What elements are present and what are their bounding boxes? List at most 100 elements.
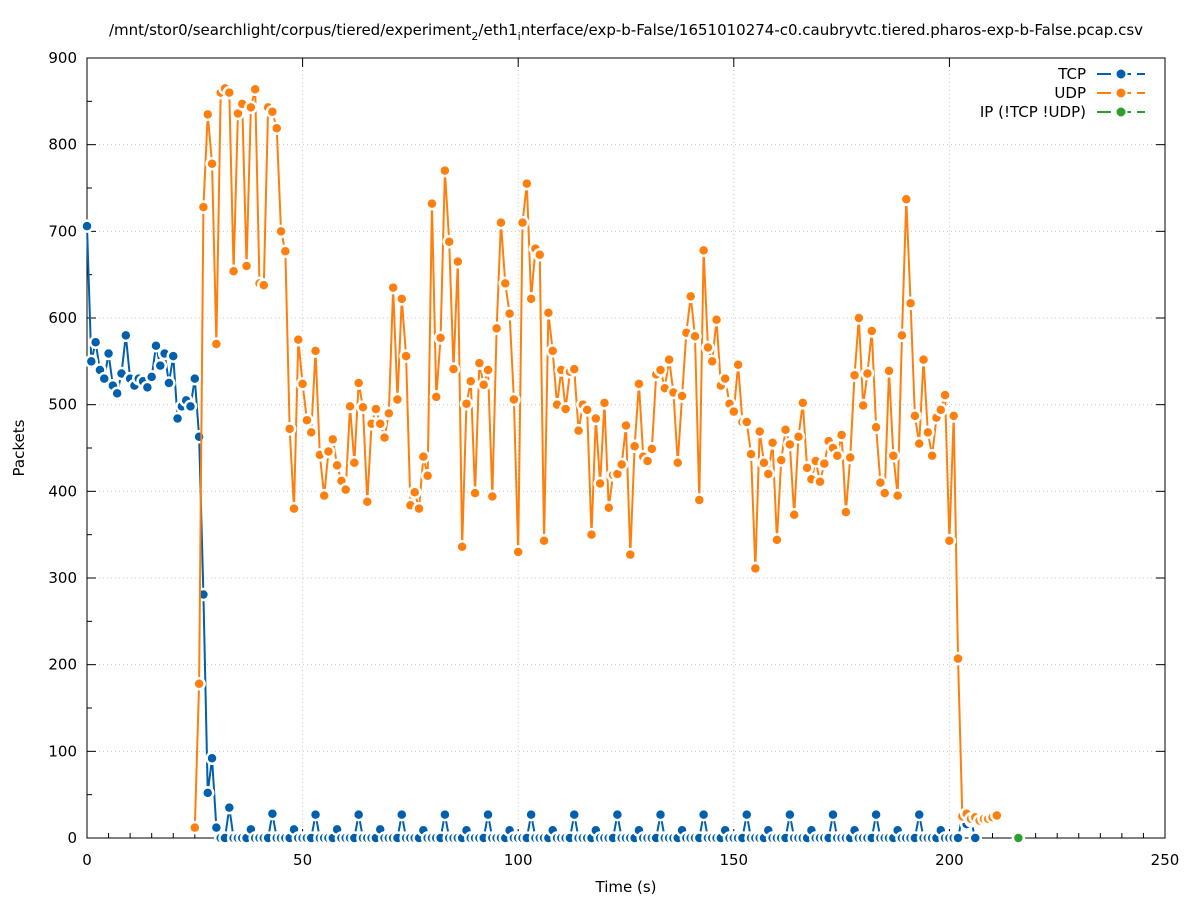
data-point-udp: [468, 486, 482, 500]
data-point-udp: [757, 455, 771, 470]
data-point-tcp: [144, 370, 159, 384]
data-point-tcp: [183, 399, 198, 414]
data-point-udp: [330, 458, 344, 473]
data-point-udp: [278, 244, 293, 259]
data-point-udp: [830, 449, 845, 463]
data-point-udp: [343, 399, 357, 414]
data-point-udp: [890, 488, 905, 503]
data-point-udp: [265, 104, 280, 119]
data-point-tcp: [826, 807, 840, 822]
data-point-udp: [895, 328, 909, 343]
data-point-udp: [908, 409, 922, 423]
data-point-udp: [351, 376, 366, 390]
data-point-tcp: [610, 807, 625, 822]
data-point-udp: [834, 428, 849, 442]
legend-label-udp: UDP: [1054, 84, 1086, 102]
data-point-udp: [925, 449, 939, 463]
data-point-udp: [476, 377, 491, 392]
data-point-udp: [377, 430, 392, 445]
data-point-udp: [425, 196, 439, 211]
data-point-udp: [765, 436, 780, 450]
data-point-tcp: [869, 807, 883, 822]
data-point-tcp: [84, 354, 99, 369]
data-point-udp: [839, 505, 853, 519]
data-point-udp: [295, 377, 310, 391]
data-point-udp: [287, 501, 301, 516]
data-point-udp: [761, 467, 776, 481]
data-point-udp: [899, 192, 914, 207]
data-point-udp: [188, 820, 202, 835]
data-point-udp: [209, 337, 224, 351]
data-point-udp: [670, 455, 685, 470]
data-point-tcp: [308, 807, 323, 822]
data-point-udp: [416, 449, 431, 464]
data-point-udp: [938, 388, 952, 402]
data-point-ip-tcp-udp: [1011, 831, 1026, 845]
data-point-tcp: [968, 831, 983, 845]
data-point-tcp: [153, 358, 168, 373]
data-point-udp: [675, 389, 689, 403]
data-point-udp: [882, 364, 896, 378]
data-point-udp: [593, 476, 607, 491]
data-point-udp: [843, 450, 857, 465]
data-point-udp: [459, 397, 474, 411]
data-point-udp: [903, 296, 918, 311]
data-point-udp: [856, 398, 870, 413]
data-point-udp: [537, 533, 551, 548]
data-point-udp: [662, 352, 676, 367]
data-point-udp: [580, 403, 594, 417]
data-point-udp: [382, 406, 396, 421]
data-point-udp: [783, 437, 797, 452]
data-point-udp: [485, 489, 500, 504]
legend-label-tcp: TCP: [1057, 65, 1086, 83]
data-point-udp: [464, 374, 478, 389]
legend-marker-tcp: [1114, 67, 1128, 81]
data-point-udp: [433, 331, 448, 345]
data-point-udp: [916, 352, 931, 367]
data-point-udp: [860, 366, 875, 381]
data-point-tcp: [205, 751, 219, 766]
data-point-udp: [524, 292, 538, 306]
data-point-udp: [558, 402, 573, 416]
data-point-udp: [489, 321, 504, 336]
data-point-udp: [412, 501, 426, 516]
data-point-udp: [291, 332, 306, 347]
series-udp: [188, 81, 1004, 835]
data-point-udp: [696, 243, 711, 258]
data-point-udp: [688, 329, 702, 343]
data-point-udp: [533, 247, 547, 262]
tick-labels: 0 100 200 300 400 500 600 700 800 900 0 50 100 150 200…: [48, 49, 1179, 869]
data-point-udp: [614, 457, 629, 472]
data-point-udp: [407, 485, 422, 499]
data-point-udp: [226, 264, 241, 278]
data-point-udp: [326, 432, 340, 447]
x-tick-label: 250: [1151, 851, 1180, 869]
legend-marker-udp: [1114, 86, 1128, 100]
data-point-udp: [727, 404, 741, 419]
data-point-udp: [399, 349, 413, 363]
data-point-tcp: [101, 346, 116, 361]
data-point-tcp: [170, 411, 185, 426]
data-point-udp: [886, 449, 901, 463]
data-point-tcp: [188, 371, 202, 386]
data-point-udp: [545, 344, 560, 358]
legend-label-ip-tcp-udp: IP (!TCP !UDP): [980, 103, 1086, 121]
series-tcp: [80, 219, 983, 845]
data-point-udp: [796, 396, 810, 410]
data-point-tcp: [912, 807, 926, 822]
data-point-tcp: [88, 335, 103, 350]
data-point-udp: [877, 486, 892, 500]
data-point-tcp: [524, 807, 538, 822]
data-point-udp: [627, 439, 642, 454]
data-point-tcp: [739, 807, 754, 822]
data-point-udp: [865, 324, 879, 338]
data-point-udp: [912, 436, 926, 451]
data-point-udp: [752, 424, 767, 439]
data-point-udp: [446, 362, 461, 376]
data-point-udp: [847, 368, 862, 382]
data-point-udp: [817, 456, 832, 471]
data-point-udp: [308, 344, 323, 358]
data-point-udp: [705, 354, 719, 369]
